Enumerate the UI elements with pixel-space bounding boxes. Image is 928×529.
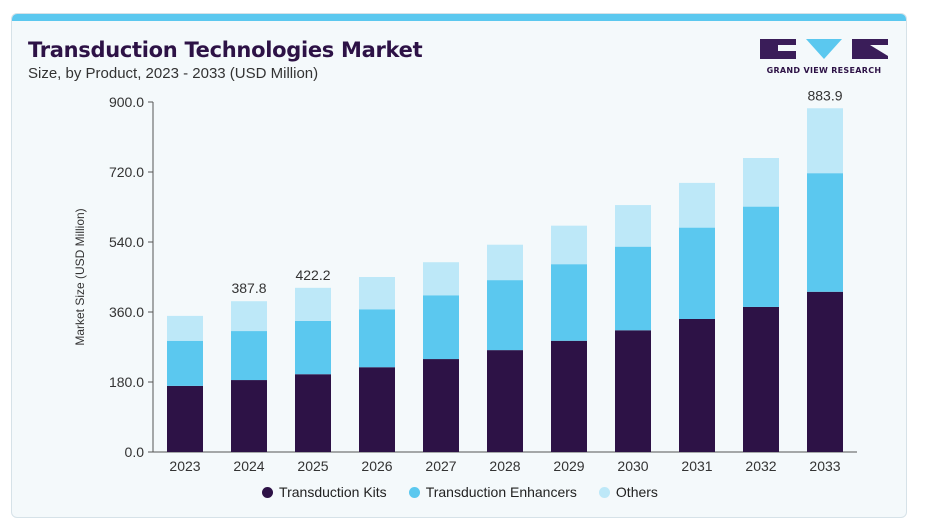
bar-others-2025 (295, 287, 331, 321)
x-tick-label: 2024 (233, 458, 264, 474)
legend-item-enhancers: Transduction Enhancers (408, 484, 577, 500)
legend-marker-enhancers (408, 486, 420, 498)
bar-transduction-kits-2024 (231, 380, 267, 452)
bar-transduction-kits-2028 (487, 350, 523, 452)
bar-others-2027 (423, 262, 459, 296)
total-label-2033: 883.9 (807, 87, 842, 103)
x-tick-label: 2029 (553, 458, 584, 474)
bar-others-2032 (743, 158, 779, 207)
bar-others-2028 (487, 244, 523, 281)
bar-transduction-kits-2031 (679, 319, 715, 452)
bar-transduction-enhancers-2030 (615, 246, 651, 331)
x-tick-label: 2026 (361, 458, 392, 474)
chart-subtitle: Size, by Product, 2023 - 2033 (USD Milli… (28, 65, 319, 82)
y-tick-label: 900.0 (109, 94, 144, 110)
x-tick-label: 2031 (681, 458, 712, 474)
legend-label-others: Others (615, 484, 658, 500)
bar-transduction-enhancers-2024 (231, 331, 267, 381)
bar-transduction-enhancers-2026 (359, 309, 395, 368)
bar-transduction-enhancers-2025 (295, 320, 331, 375)
chart-card: Transduction Technologies Market Size, b… (11, 13, 907, 518)
y-tick-label: 180.0 (109, 374, 144, 390)
grand-view-research-logo (760, 39, 888, 59)
legend-marker-kits (262, 486, 274, 498)
accent-bar (12, 14, 906, 21)
y-tick-label: 540.0 (109, 234, 144, 250)
bar-transduction-enhancers-2023 (167, 340, 203, 386)
x-tick-label: 2023 (169, 458, 200, 474)
y-axis-label: Market Size (USD Million) (73, 208, 87, 345)
legend-item-others: Others (598, 484, 658, 500)
logo-text: GRAND VIEW RESEARCH (766, 66, 882, 75)
bar-others-2030 (615, 205, 651, 247)
bar-transduction-kits-2027 (423, 359, 459, 452)
bar-transduction-enhancers-2032 (743, 206, 779, 307)
bar-others-2029 (551, 225, 587, 265)
stacked-bar-chart: 0.0 180.0 360.0 540.0 720.0 900.0 Market Size … (73, 87, 857, 474)
total-label-2025: 422.2 (295, 267, 330, 283)
bar-transduction-enhancers-2031 (679, 227, 715, 319)
bar-transduction-kits-2030 (615, 330, 651, 452)
x-tick-label: 2025 (297, 458, 328, 474)
legend-label-enhancers: Transduction Enhancers (425, 484, 577, 500)
bar-transduction-kits-2023 (167, 385, 203, 452)
legend-marker-others (598, 486, 610, 498)
y-tick-label: 360.0 (109, 304, 144, 320)
legend: Transduction Kits Transduction Enhancers… (12, 484, 906, 500)
bar-transduction-kits-2029 (551, 340, 587, 452)
total-label-2024: 387.8 (231, 280, 266, 296)
chart-title: Transduction Technologies Market (28, 38, 423, 62)
bar-transduction-kits-2033 (807, 291, 843, 452)
bar-others-2026 (359, 277, 395, 310)
bar-others-2023 (167, 315, 203, 341)
bar-transduction-enhancers-2033 (807, 173, 843, 292)
bar-transduction-kits-2025 (295, 374, 331, 452)
bar-transduction-enhancers-2029 (551, 264, 587, 341)
legend-label-kits: Transduction Kits (279, 484, 387, 500)
x-tick-label: 2033 (809, 458, 840, 474)
y-tick-label: 0.0 (125, 444, 145, 460)
x-tick-label: 2027 (425, 458, 456, 474)
x-tick-label: 2028 (489, 458, 520, 474)
legend-item-kits: Transduction Kits (262, 484, 387, 500)
x-tick-label: 2032 (745, 458, 776, 474)
bar-transduction-enhancers-2028 (487, 280, 523, 351)
bar-transduction-kits-2026 (359, 367, 395, 452)
bar-others-2024 (231, 301, 267, 332)
bar-others-2033 (807, 108, 843, 174)
x-tick-label: 2030 (617, 458, 648, 474)
y-tick-label: 720.0 (109, 164, 144, 180)
bar-transduction-kits-2032 (743, 306, 779, 452)
bar-transduction-enhancers-2027 (423, 295, 459, 360)
bar-others-2031 (679, 182, 715, 228)
